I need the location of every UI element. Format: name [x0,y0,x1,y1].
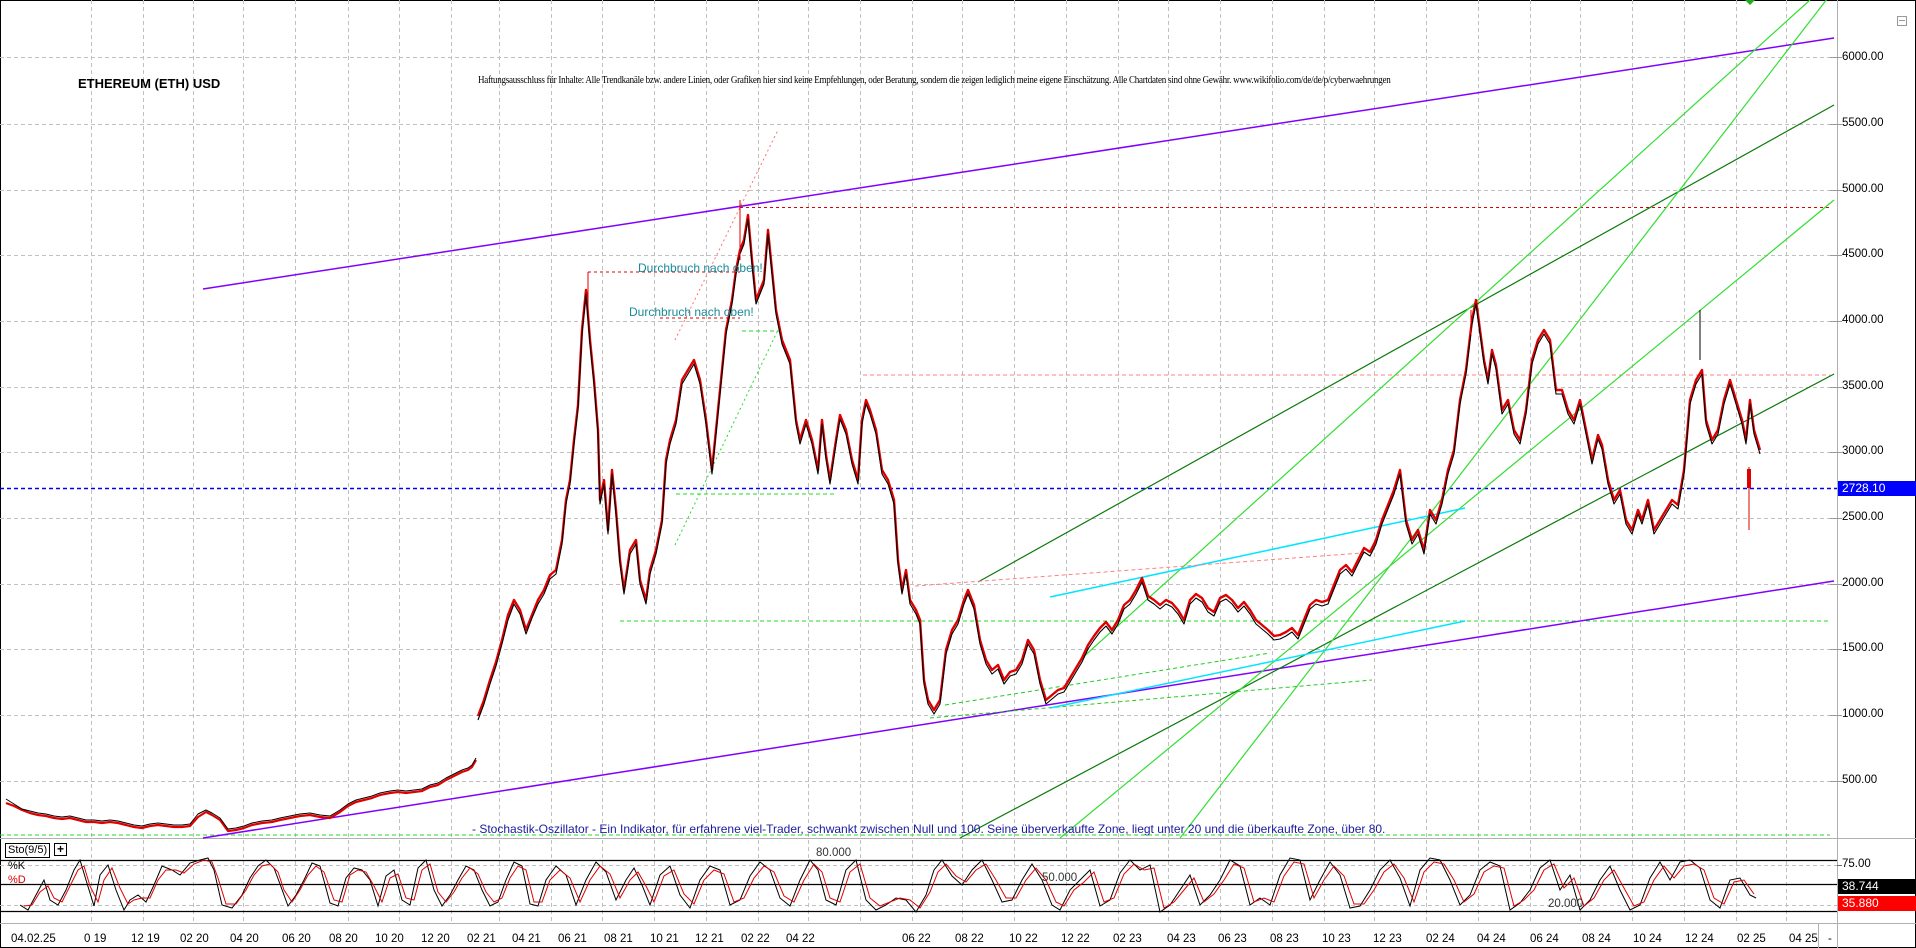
price-label: 1000.00 [1842,708,1884,720]
time-label: 02 23 [1113,933,1142,945]
time-label: 10 21 [650,933,679,945]
time-label: 04 22 [786,933,815,945]
price-label: 4500.00 [1842,248,1884,260]
scroll-end-marker[interactable]: - [1828,933,1832,945]
price-gridlines [0,57,1837,782]
level-50-label: 50.000 [1042,872,1078,884]
time-label: 06 20 [282,933,311,945]
time-label: 04.02.25 [11,933,56,945]
time-label: 04 21 [512,933,541,945]
legend-d: %D [8,874,26,886]
marker-icon [1745,0,1755,5]
time-label: 12 23 [1373,933,1402,945]
indicator-axis-label: 75.00 [1842,858,1871,870]
time-label: 10 22 [1009,933,1038,945]
time-label: 12 19 [131,933,160,945]
time-label: 08 23 [1270,933,1299,945]
chart-title: ETHEREUM (ETH) USD [78,76,221,91]
time-label: 08 24 [1582,933,1611,945]
time-label: 06 21 [558,933,587,945]
time-label: 04 25 [1789,933,1818,945]
price-label: 3000.00 [1842,445,1884,457]
indicator-expand-button[interactable]: + [54,843,67,856]
time-label: 0 19 [84,933,107,945]
upper-channel-line [202,37,1835,290]
time-label: 10 24 [1633,933,1662,945]
stochastic-series [19,857,1757,913]
price-label: 2500.00 [1842,511,1884,523]
time-label: 04 23 [1167,933,1196,945]
time-label: 08 22 [955,933,984,945]
price-label: 1500.00 [1842,642,1884,654]
d-value-tag: 35.880 [1838,896,1916,911]
time-label: 12 24 [1685,933,1714,945]
k-value-tag: 38.744 [1838,879,1916,894]
time-label: 06 24 [1530,933,1559,945]
breakout-annotation-2: Durchbruch nach oben! [629,305,754,319]
collapse-panel-button[interactable] [1897,16,1907,26]
time-label: 06 23 [1218,933,1247,945]
lower-channel-line [202,580,1835,839]
time-label: 02 24 [1426,933,1455,945]
time-label: 10 23 [1322,933,1351,945]
breakout-annotation-1: Durchbruch nach oben! [638,261,763,275]
time-label: 08 20 [329,933,358,945]
stochastic-description: - Stochastik-Oszillator - Ein Indikator,… [472,822,1386,836]
current-price-tag: 2728.10 [1838,481,1916,496]
time-label: 12 20 [421,933,450,945]
time-label: 02 20 [180,933,209,945]
time-label: 12 22 [1061,933,1090,945]
time-label: 12 21 [695,933,724,945]
price-label: 4000.00 [1842,314,1884,326]
price-label: 500.00 [1842,774,1878,786]
time-label: 02 22 [741,933,770,945]
time-label: 02 25 [1737,933,1766,945]
price-label: 5000.00 [1842,183,1884,195]
time-label: 04 24 [1477,933,1506,945]
price-label: 6000.00 [1842,51,1884,63]
time-label: 10 20 [375,933,404,945]
time-label: 04 20 [230,933,259,945]
time-label: 08 21 [604,933,633,945]
time-label: 06 22 [902,933,931,945]
disclaimer-text: Haftungsausschluss für Inhalte: Alle Tre… [478,75,1391,86]
stochastic-levels [0,859,1837,913]
time-label: 02 21 [467,933,496,945]
level-20-label: 20.000 [1548,898,1584,910]
price-label: 3500.00 [1842,380,1884,392]
level-80-label: 80.000 [816,847,852,859]
price-label: 2000.00 [1842,577,1884,589]
price-label: 5500.00 [1842,117,1884,129]
price-series [5,200,1762,833]
indicator-name-label[interactable]: Sto(9/5) [5,843,51,858]
legend-k: %K [8,860,26,872]
